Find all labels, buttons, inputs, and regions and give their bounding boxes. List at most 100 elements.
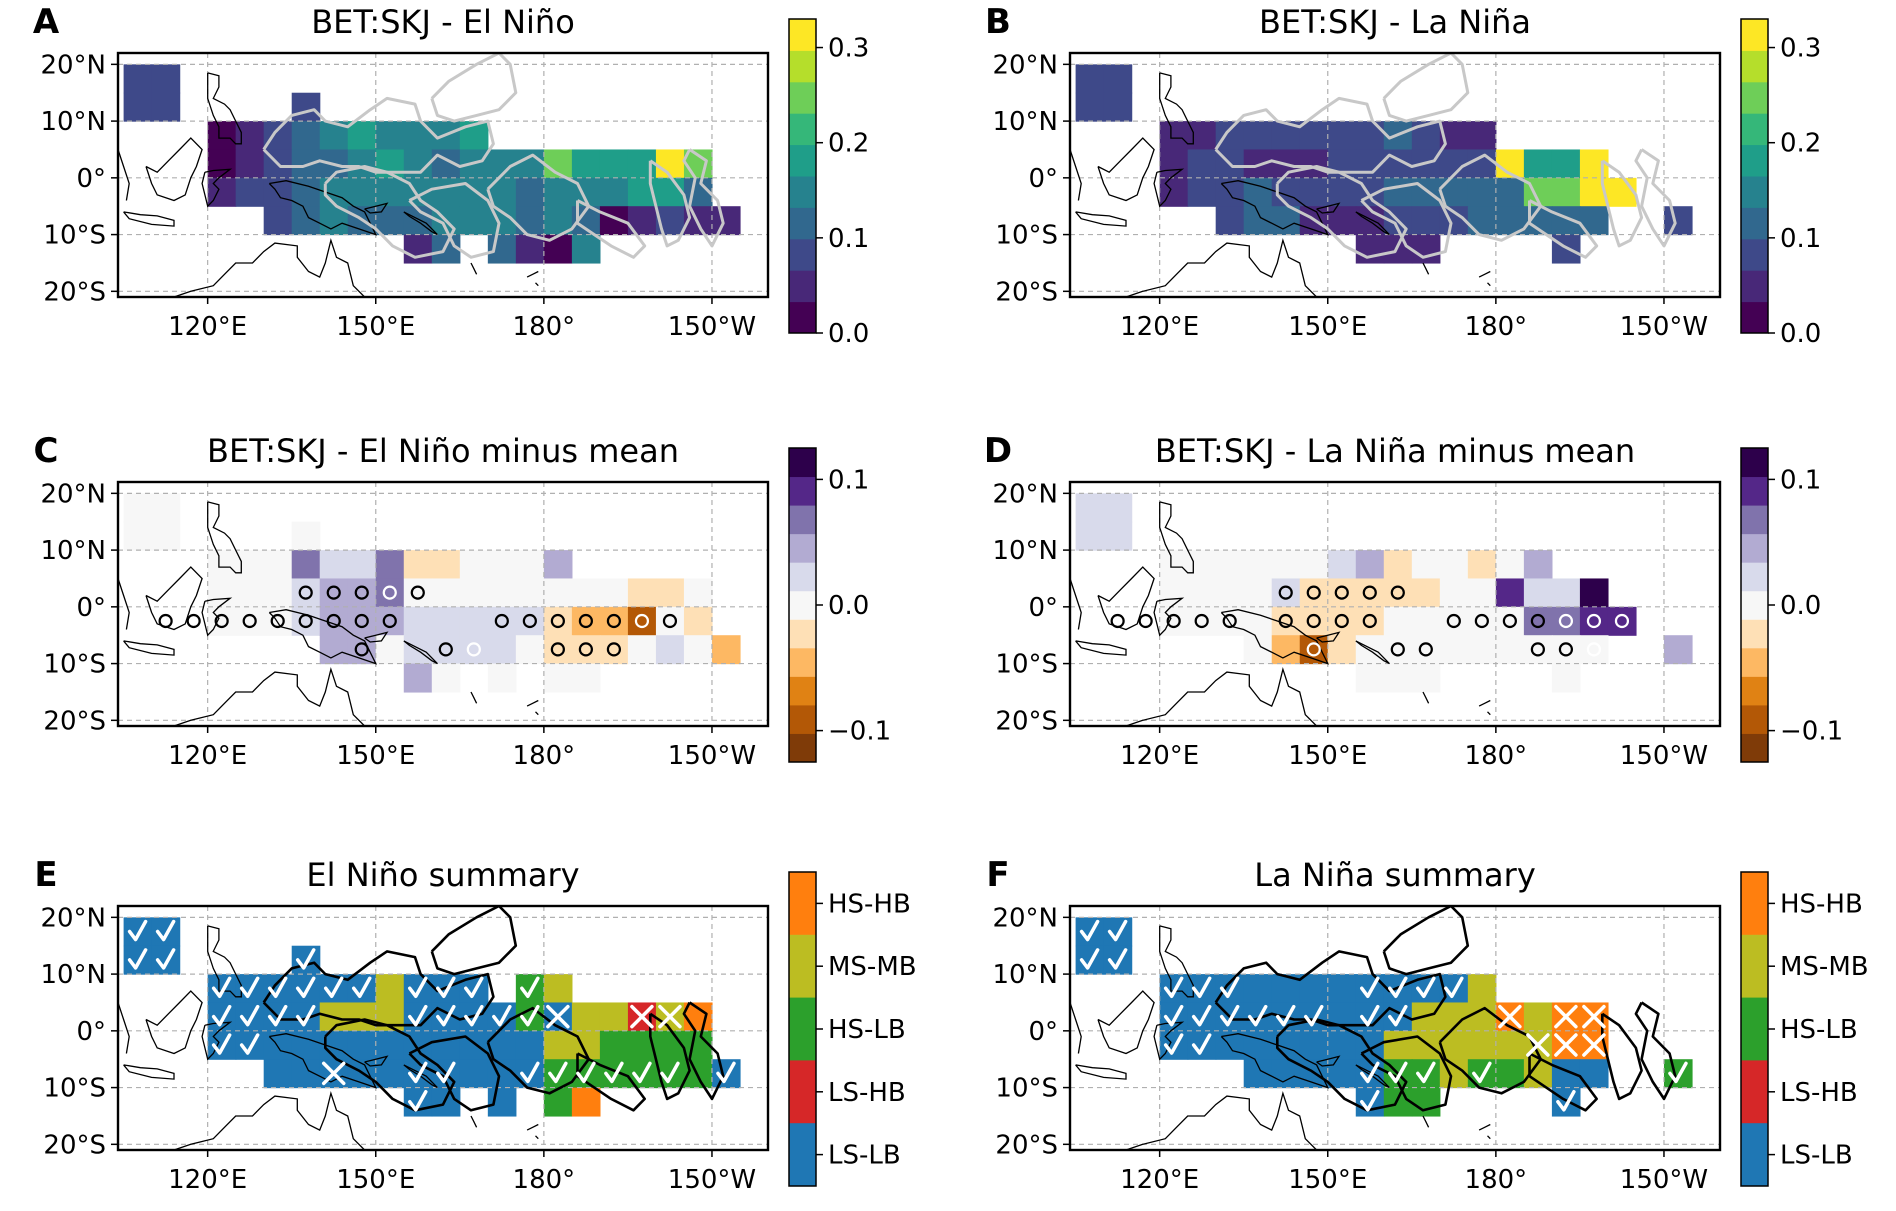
grid-cell xyxy=(375,635,405,665)
significance-marker xyxy=(1334,613,1349,629)
colorbar-label: 0.0 xyxy=(828,591,869,621)
grid-cell xyxy=(1495,578,1525,608)
x-tick-label: 150°E xyxy=(336,312,415,342)
colorbar-label: −0.1 xyxy=(828,717,891,747)
grid-cell xyxy=(1243,550,1273,580)
coastline xyxy=(207,925,242,998)
colorbar-label: MS-MB xyxy=(1780,952,1869,982)
grid-cell xyxy=(1467,635,1497,665)
significance-marker xyxy=(1306,585,1321,600)
coastline xyxy=(1097,566,1155,631)
colorbar-swatch xyxy=(789,476,816,506)
colorbar: 0.1 0.0 −0.1 xyxy=(1740,447,1843,763)
y-tick-label: 10°N xyxy=(40,960,106,990)
y-tick-label: 0° xyxy=(1028,1017,1058,1047)
grid-cell xyxy=(515,606,545,636)
map-axes xyxy=(1070,906,1720,1150)
check-icon xyxy=(436,1004,456,1027)
eez-boundary xyxy=(1276,1018,1408,1112)
grid-cell xyxy=(1187,177,1217,207)
eez-boundary xyxy=(1438,1006,1542,1095)
y-tick-label: 10°N xyxy=(40,536,106,566)
colorbar-swatch xyxy=(789,590,816,620)
check-icon xyxy=(267,1004,288,1027)
x-tick-label: 120°E xyxy=(1120,741,1199,771)
grid-cell xyxy=(235,149,265,179)
grid-cell xyxy=(487,606,517,636)
colorbar-swatch xyxy=(1741,207,1768,240)
colorbar-swatch xyxy=(789,997,816,1061)
grid-cell xyxy=(1383,177,1413,207)
grid-cell xyxy=(1467,1030,1497,1060)
colorbar-swatch xyxy=(1741,81,1768,114)
coastline xyxy=(364,631,389,643)
x-mark-icon xyxy=(1582,1033,1606,1057)
grid-cell xyxy=(1467,550,1497,580)
colorbar-label: HS-LB xyxy=(1780,1015,1858,1045)
grid-cell xyxy=(207,121,237,151)
significance-marker xyxy=(1306,613,1321,629)
colorbar-swatch xyxy=(789,301,816,334)
grid-cell xyxy=(1467,578,1497,608)
grid-cell xyxy=(1187,550,1217,580)
y-tick-label: 20°N xyxy=(992,479,1058,509)
grid-cell xyxy=(543,1030,573,1060)
grid-cell xyxy=(1383,606,1413,636)
check-icon xyxy=(155,919,176,942)
grid-cell xyxy=(1075,521,1105,551)
check-icon xyxy=(436,1061,456,1084)
significance-marker xyxy=(1558,613,1574,629)
eez-boundary xyxy=(1382,53,1470,123)
coastline xyxy=(1070,1002,1082,1054)
grid-cell xyxy=(1103,64,1133,94)
coastline xyxy=(535,1135,539,1140)
check-icon xyxy=(492,1004,512,1027)
grid-cell xyxy=(599,578,629,608)
grid-cell xyxy=(1495,550,1525,580)
grid-cell xyxy=(375,974,405,1004)
coastline xyxy=(1220,609,1330,665)
coastline xyxy=(1316,202,1341,214)
significance-marker xyxy=(578,613,593,629)
check-icon xyxy=(1388,976,1408,999)
grid-cell xyxy=(1355,606,1385,636)
x-tick-label: 150°E xyxy=(336,1165,415,1195)
significance-marker xyxy=(186,613,201,629)
colorbar-swatch xyxy=(1741,176,1768,208)
x-tick-label: 150°W xyxy=(668,312,756,342)
coastline xyxy=(1070,578,1082,630)
grid-cell xyxy=(235,177,265,207)
check-icon xyxy=(1304,1004,1324,1027)
coastline xyxy=(470,1115,478,1128)
grid-cell xyxy=(599,606,629,636)
significance-marker xyxy=(1614,613,1630,629)
grid-cell xyxy=(599,1002,629,1032)
grid-cell xyxy=(1383,550,1413,580)
grid-cell xyxy=(431,606,461,636)
colorbar-swatch xyxy=(1741,676,1768,706)
x-tick-label: 150°W xyxy=(668,1165,756,1195)
significance-marker xyxy=(494,613,509,629)
coastline xyxy=(1355,211,1390,236)
significance-marker xyxy=(634,613,650,629)
check-icon xyxy=(1360,976,1380,999)
panel-letter: B xyxy=(985,2,1011,42)
grid-cell xyxy=(319,606,349,636)
check-icon xyxy=(239,1004,260,1027)
coastline xyxy=(118,578,130,630)
check-icon xyxy=(1107,948,1128,970)
grid-cell xyxy=(1551,177,1581,207)
grid-cell xyxy=(1523,149,1553,179)
grid-cell xyxy=(627,606,657,636)
grid-cell xyxy=(1383,635,1413,665)
grid-cell xyxy=(683,606,713,636)
coastline xyxy=(1422,691,1430,704)
eez-boundary xyxy=(1214,96,1447,174)
grid-cell xyxy=(1299,177,1329,207)
x-tick-label: 180° xyxy=(1465,741,1528,771)
significance-marker xyxy=(1586,642,1602,657)
x-tick-label: 150°W xyxy=(1620,741,1708,771)
grid-cell xyxy=(291,121,321,151)
map-axes xyxy=(1070,482,1720,726)
grid-cell xyxy=(1187,121,1217,151)
